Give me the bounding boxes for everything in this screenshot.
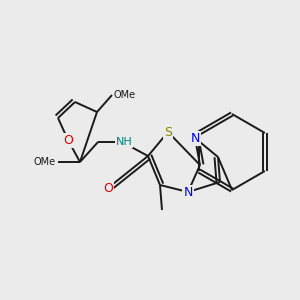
Text: OMe: OMe	[114, 90, 136, 100]
Text: O: O	[103, 182, 113, 194]
Text: O: O	[63, 134, 73, 146]
Text: NH: NH	[116, 137, 132, 147]
Text: OMe: OMe	[34, 157, 56, 167]
Text: N: N	[183, 185, 193, 199]
Text: N: N	[190, 131, 200, 145]
Text: S: S	[164, 125, 172, 139]
